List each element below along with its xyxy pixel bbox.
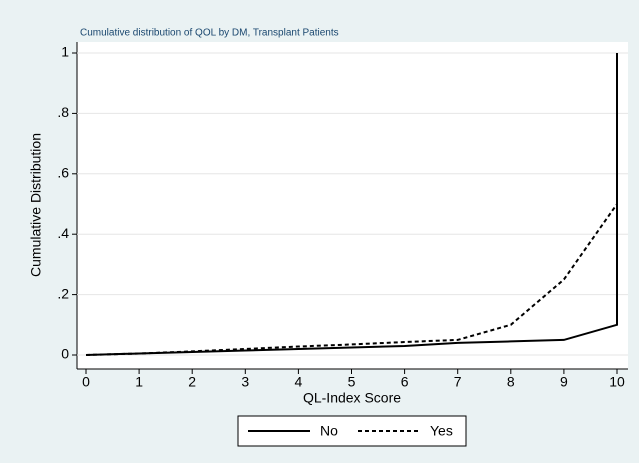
x-axis-label: QL-Index Score xyxy=(303,390,401,406)
data-line xyxy=(85,53,618,356)
x-tick-label: 6 xyxy=(401,374,409,390)
x-tick-label: 5 xyxy=(348,374,356,390)
chart-title: Cumulative distribution of QOL by DM, Tr… xyxy=(80,28,339,39)
x-tick-label: 4 xyxy=(295,374,303,390)
y-tick-label: .2 xyxy=(57,285,69,301)
data-line xyxy=(85,53,618,356)
y-tick-label: 1 xyxy=(61,44,69,60)
y-tick-label: .8 xyxy=(57,104,69,120)
x-tick-label: 9 xyxy=(560,374,568,390)
y-axis-label: Cumulative Distribution xyxy=(28,133,44,277)
legend-label: Yes xyxy=(430,423,453,439)
x-tick-label: 10 xyxy=(609,374,625,390)
x-tick-label: 0 xyxy=(82,374,90,390)
x-tick-label: 1 xyxy=(135,374,143,390)
legend-label: No xyxy=(320,423,338,439)
x-tick-label: 3 xyxy=(241,374,249,390)
y-tick-label: .4 xyxy=(57,225,69,241)
y-tick-label: 0 xyxy=(61,346,69,362)
plot-area xyxy=(77,42,628,369)
x-tick-label: 2 xyxy=(188,374,196,390)
x-tick-label: 8 xyxy=(507,374,515,390)
y-tick-label: .6 xyxy=(57,165,69,181)
x-tick-label: 7 xyxy=(454,374,462,390)
